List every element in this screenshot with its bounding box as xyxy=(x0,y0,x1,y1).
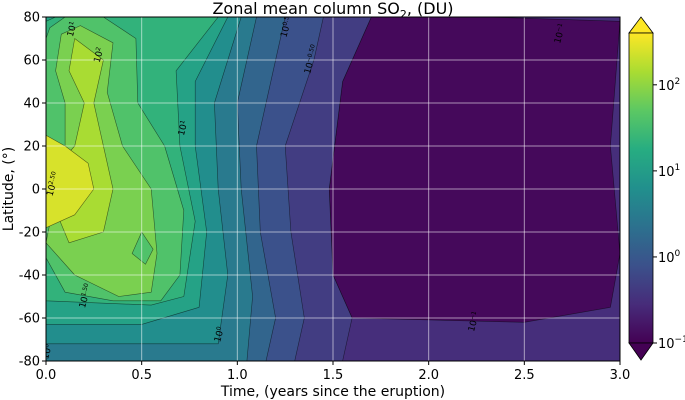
contour-label: 10−1 xyxy=(466,310,482,333)
colorbar-tick-label: 100 xyxy=(658,249,681,266)
colorbar-tick-label: 10−1 xyxy=(658,335,685,352)
y-tick-label: 40 xyxy=(23,97,40,112)
contour-labels: 101 102 101 102.50 101.50 100 100.5 10−0.50 10−1… xyxy=(40,15,568,361)
colorbar-tick-label: 101 xyxy=(658,163,680,180)
colorbar-extend-top xyxy=(628,16,654,34)
contour-region xyxy=(131,231,154,265)
contour-label: 100 xyxy=(40,343,55,361)
y-tick-label: 0 xyxy=(32,183,40,198)
contour-label: 101 xyxy=(65,20,80,38)
x-tick-label: 3.0 xyxy=(610,368,631,383)
y-tick-label: -20 xyxy=(19,226,40,241)
x-tick-label: 2.0 xyxy=(418,368,439,383)
chart-title: Zonal mean column SO2, (DU) xyxy=(212,0,453,21)
contour-region xyxy=(328,17,620,323)
colorbar-body xyxy=(628,32,654,344)
contour-label: 100.5 xyxy=(279,15,295,38)
y-tick-label: 80 xyxy=(23,11,40,26)
x-tick-label: 2.5 xyxy=(514,368,535,383)
contour-label: 10−0.50 xyxy=(302,43,320,75)
colorbar-tick-label: 102 xyxy=(658,77,680,94)
contour-label: 102 xyxy=(92,46,107,64)
y-tick-label: -40 xyxy=(19,269,40,284)
contour-region xyxy=(46,135,95,228)
x-axis-label: Time, (years since the eruption) xyxy=(220,384,445,400)
y-axis-label: Latitude, (°) xyxy=(1,147,17,231)
x-tick-label: 1.5 xyxy=(323,368,344,383)
y-tick-label: -80 xyxy=(19,355,40,370)
colorbar-extend-bottom xyxy=(628,342,654,361)
contour-label: 101.50 xyxy=(77,282,94,309)
x-axis: 0.0 0.5 1.0 1.5 2.0 2.5 3.0 xyxy=(36,361,631,383)
x-tick-label: 1.0 xyxy=(227,368,248,383)
contour-label: 100 xyxy=(212,326,227,344)
x-tick-label: 0.5 xyxy=(131,368,152,383)
y-tick-label: 60 xyxy=(23,54,40,69)
y-axis: -80 -60 -40 -20 0 20 40 60 80 xyxy=(19,11,46,370)
contour-label: 10−1 xyxy=(552,22,568,45)
contour-label: 102.50 xyxy=(45,170,62,197)
y-tick-label: 20 xyxy=(23,140,40,155)
contour-label: 101 xyxy=(176,119,191,137)
x-tick-label: 0.0 xyxy=(36,368,57,383)
colorbar-ticks: 10−1 100 101 102 xyxy=(653,77,685,352)
colorbar: 10−1 100 101 102 xyxy=(628,16,685,361)
y-tick-label: -60 xyxy=(19,312,40,327)
